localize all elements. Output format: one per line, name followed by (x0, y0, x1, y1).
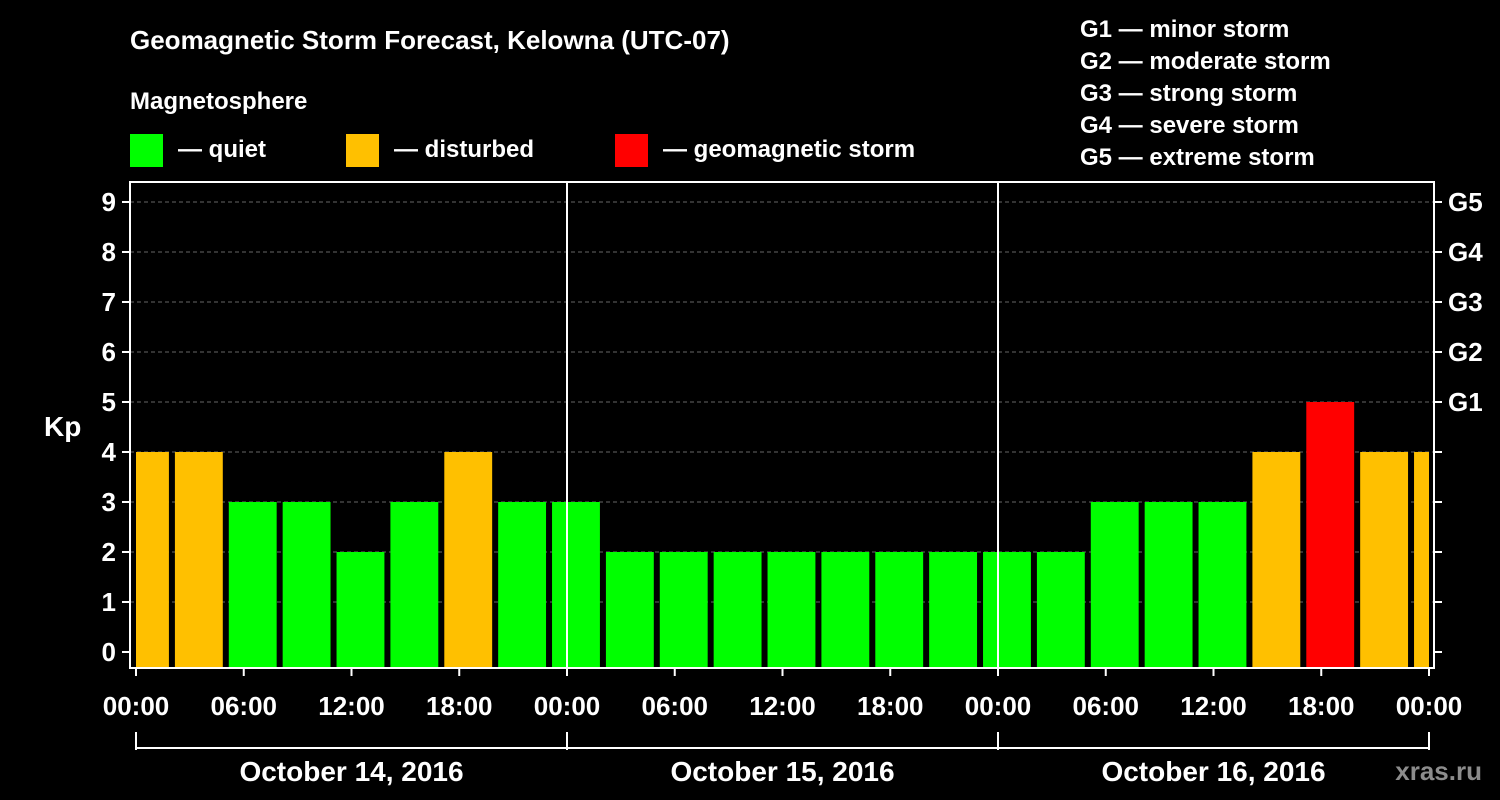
x-tick-label: 18:00 (857, 691, 924, 721)
g-scale-label: G5 (1448, 187, 1483, 217)
chart-title: Geomagnetic Storm Forecast, Kelowna (UTC… (130, 25, 730, 55)
storm-scale-item: G1 — minor storm (1080, 16, 1289, 43)
kp-bar (498, 502, 547, 668)
kp-bar (767, 552, 816, 668)
kp-bar (390, 502, 439, 668)
kp-bar (929, 552, 978, 668)
x-tick-label: 00:00 (1396, 691, 1463, 721)
date-label: October 14, 2016 (239, 756, 463, 787)
y-tick-label: 9 (102, 187, 116, 217)
y-tick-label: 3 (102, 487, 116, 517)
bars (136, 402, 1429, 668)
kp-bar (444, 452, 493, 668)
y-tick-label: 7 (102, 287, 116, 317)
legend-swatch (346, 134, 379, 167)
x-tick-label: 06:00 (211, 691, 278, 721)
g-scale-label: G1 (1448, 387, 1483, 417)
date-label: October 16, 2016 (1101, 756, 1325, 787)
y-tick-label: 1 (102, 587, 116, 617)
x-tick-label: 12:00 (1180, 691, 1247, 721)
kp-bar (605, 552, 654, 668)
date-label: October 15, 2016 (670, 756, 894, 787)
kp-bar (1036, 552, 1085, 668)
kp-bar (875, 552, 924, 668)
kp-bar (1306, 402, 1355, 668)
legend-swatch (615, 134, 648, 167)
kp-bar (1198, 502, 1247, 668)
kp-bar (1144, 502, 1193, 668)
y-tick-label: 8 (102, 237, 116, 267)
kp-bar (336, 552, 385, 668)
legend-swatch (130, 134, 163, 167)
legend-title: Magnetosphere (130, 88, 307, 115)
y-tick-label: 4 (102, 437, 117, 467)
y-tick-label: 2 (102, 537, 116, 567)
legend: — quiet — disturbed — geomagnetic storm (130, 134, 915, 167)
storm-scale-legend: G1 — minor storm G2 — moderate storm G3 — … (1080, 16, 1331, 171)
x-tick-label: 12:00 (749, 691, 816, 721)
kp-bar (136, 452, 169, 668)
legend-label: — quiet (178, 136, 266, 163)
storm-scale-item: G4 — severe storm (1080, 112, 1299, 139)
x-tick-label: 18:00 (426, 691, 493, 721)
kp-bar (713, 552, 762, 668)
date-axis: October 14, 2016 October 15, 2016 October … (135, 732, 1430, 787)
storm-scale-item: G3 — strong storm (1080, 80, 1297, 107)
kp-bar (659, 552, 708, 668)
y-tick-label: 6 (102, 337, 116, 367)
watermark: xras.ru (1395, 756, 1482, 786)
kp-bar (1360, 452, 1409, 668)
x-tick-label: 00:00 (103, 691, 170, 721)
y-tick-label: 0 (102, 637, 116, 667)
y-axis-label: Kp (44, 411, 81, 442)
x-tick-label: 06:00 (1073, 691, 1140, 721)
x-tick-label: 06:00 (642, 691, 709, 721)
g-scale-axis: G1 G2 G3 G4 G5 (1434, 187, 1483, 653)
x-tick-label: 18:00 (1288, 691, 1355, 721)
x-tick-label: 00:00 (965, 691, 1032, 721)
x-tick-label: 12:00 (318, 691, 385, 721)
kp-bar (174, 452, 223, 668)
storm-scale-item: G2 — moderate storm (1080, 48, 1331, 75)
legend-label: — disturbed (394, 136, 534, 163)
y-tick-label: 5 (102, 387, 116, 417)
legend-label: — geomagnetic storm (663, 136, 915, 163)
kp-bar (552, 502, 600, 668)
g-scale-label: G3 (1448, 287, 1483, 317)
kp-bar (1090, 502, 1139, 668)
x-axis: 00:00 06:00 12:00 18:00 00:00 06:00 12:00 18:00… (103, 668, 1463, 721)
y-axis: 0 1 2 3 4 5 6 7 8 9 (102, 187, 130, 667)
kp-bar (983, 552, 1031, 668)
kp-bar (821, 552, 870, 668)
x-tick-label: 00:00 (534, 691, 601, 721)
g-scale-label: G4 (1448, 237, 1483, 267)
storm-scale-item: G5 — extreme storm (1080, 144, 1315, 171)
kp-bar (1252, 452, 1301, 668)
kp-bar (228, 502, 277, 668)
kp-bar (282, 502, 331, 668)
kp-bar (1414, 452, 1429, 668)
g-scale-label: G2 (1448, 337, 1483, 367)
